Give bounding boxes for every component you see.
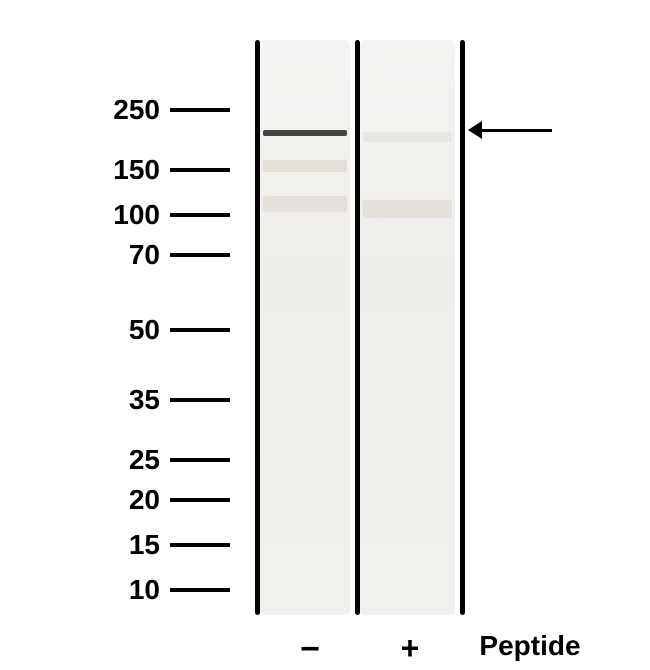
gel-band [263,160,347,172]
gel-lane [260,40,350,615]
mw-marker-label: 250 [70,96,160,124]
mw-marker-label: 15 [70,531,160,559]
mw-marker-tick [170,543,230,547]
gel-band [363,200,452,218]
arrow-shaft [480,129,552,132]
mw-marker-tick [170,168,230,172]
blot-figure: 250 150 100 70 50 35 25 20 15 10 − + Peptide [0,0,650,670]
mw-marker-tick [170,588,230,592]
condition-label: − [295,630,325,669]
mw-marker-tick [170,498,230,502]
mw-marker-tick [170,398,230,402]
gel-band [263,196,347,212]
gel-band [363,132,452,142]
mw-marker-label: 10 [70,576,160,604]
mw-marker-label: 150 [70,156,160,184]
mw-marker-label: 100 [70,201,160,229]
arrow-head-icon [468,121,482,139]
mw-marker-tick [170,213,230,217]
mw-marker-label: 70 [70,241,160,269]
gel-lane-border [460,40,465,615]
mw-marker-label: 25 [70,446,160,474]
condition-label: + [395,630,425,667]
gel-band [263,130,347,136]
condition-label: Peptide [450,630,610,662]
mw-marker-label: 35 [70,386,160,414]
mw-marker-tick [170,108,230,112]
mw-marker-tick [170,458,230,462]
gel-lane [360,40,455,615]
mw-marker-label: 20 [70,486,160,514]
mw-marker-tick [170,328,230,332]
mw-marker-label: 50 [70,316,160,344]
mw-marker-tick [170,253,230,257]
